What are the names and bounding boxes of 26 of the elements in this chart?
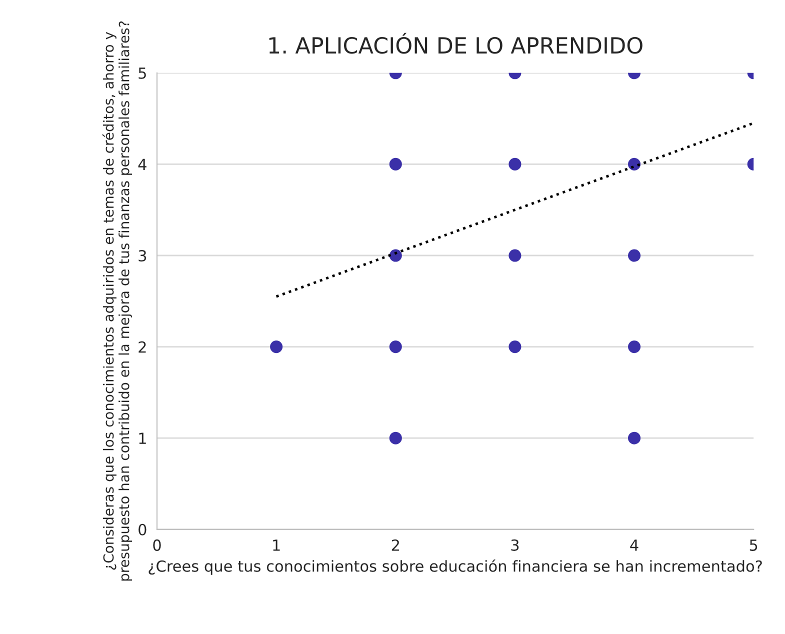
point [270,340,283,354]
x-tick-label: 1 [273,540,280,551]
point [508,249,522,262]
point [628,432,641,444]
point [508,340,522,354]
point [628,340,641,354]
point [389,249,402,262]
y-axis-title: ¿Consideras que los conocimientos adquiridos en temas de créditos, ahorro y presupuesto han contribuido en la mejora de tus finanzas personales familiares? [102,21,132,581]
chart-title: 1. APLICACIÓN DE LO APRENDIDO [269,32,642,54]
x-tick-label: 5 [750,540,758,551]
x-tick-label: 0 [153,539,161,551]
point [508,158,522,170]
y-tick-label: 4 [138,158,146,170]
point [628,249,641,262]
y-tick-label: 0 [138,524,146,536]
x-tick-label: 4 [630,540,638,551]
point [389,432,402,444]
x-axis-title: ¿Crees que tus conocimientos sobre educación financiera se han incrementado? [148,559,762,575]
point [389,158,402,170]
x-tick-label: 3 [511,539,519,551]
y-tick-label: 1 [139,432,146,444]
y-tick-label: 3 [138,250,146,262]
x-tick-label: 2 [392,539,399,551]
y-tick-label: 5 [138,68,146,79]
point [389,340,402,354]
y-tick-label: 2 [138,341,146,353]
